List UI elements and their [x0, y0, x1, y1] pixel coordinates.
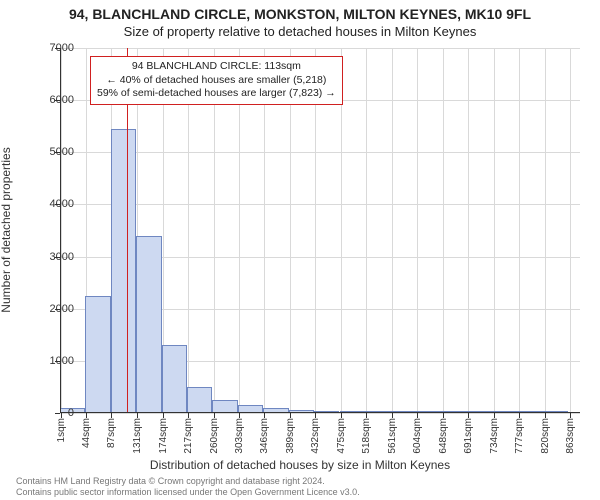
y-tick-label: 7000	[34, 42, 74, 54]
grid-line-v	[443, 48, 444, 413]
annotation-line: 59% of semi-detached houses are larger (…	[97, 87, 336, 101]
grid-line-v	[545, 48, 546, 413]
annotation-line: ← 40% of detached houses are smaller (5,…	[97, 74, 336, 88]
footer-line1: Contains HM Land Registry data © Crown c…	[16, 476, 360, 487]
histogram-chart: 94, BLANCHLAND CIRCLE, MONKSTON, MILTON …	[0, 0, 600, 500]
x-tick-label: 475sqm	[336, 418, 347, 454]
chart-title-line2: Size of property relative to detached ho…	[0, 24, 600, 39]
grid-line-v	[468, 48, 469, 413]
x-tick-label: 217sqm	[183, 418, 194, 454]
x-tick-label: 131sqm	[132, 418, 143, 454]
x-tick-label: 260sqm	[209, 418, 220, 454]
y-tick-label: 1000	[34, 355, 74, 367]
grid-line-v	[494, 48, 495, 413]
y-tick-label: 4000	[34, 198, 74, 210]
histogram-bar	[111, 129, 136, 413]
x-tick-label: 820sqm	[540, 418, 551, 454]
x-tick-label: 44sqm	[81, 418, 92, 448]
x-tick-label: 432sqm	[310, 418, 321, 454]
grid-line-v	[570, 48, 571, 413]
x-tick-label: 87sqm	[106, 418, 117, 448]
footer-attribution: Contains HM Land Registry data © Crown c…	[16, 476, 360, 498]
x-tick-label: 777sqm	[514, 418, 525, 454]
y-tick-label: 0	[34, 407, 74, 419]
grid-line-v	[519, 48, 520, 413]
x-tick-label: 389sqm	[285, 418, 296, 454]
x-tick-label: 561sqm	[387, 418, 398, 454]
x-tick-label: 734sqm	[489, 418, 500, 454]
histogram-bar	[187, 387, 212, 413]
x-tick-label: 863sqm	[565, 418, 576, 454]
x-tick-label: 1sqm	[56, 418, 67, 442]
y-tick-label: 2000	[34, 303, 74, 315]
annotation-box: 94 BLANCHLAND CIRCLE: 113sqm← 40% of det…	[90, 56, 343, 105]
x-axis-title: Distribution of detached houses by size …	[0, 458, 600, 472]
grid-line-v	[417, 48, 418, 413]
x-tick-label: 174sqm	[158, 418, 169, 454]
y-tick-label: 6000	[34, 94, 74, 106]
y-tick-label: 5000	[34, 146, 74, 158]
footer-line2: Contains public sector information licen…	[16, 487, 360, 498]
y-axis-title: Number of detached properties	[0, 65, 13, 230]
grid-line-v	[366, 48, 367, 413]
y-tick-label: 3000	[34, 251, 74, 263]
histogram-bar	[136, 236, 161, 413]
histogram-bar	[85, 296, 110, 413]
x-tick-label: 518sqm	[361, 418, 372, 454]
annotation-line: 94 BLANCHLAND CIRCLE: 113sqm	[97, 60, 336, 74]
grid-line-v	[392, 48, 393, 413]
x-tick-label: 691sqm	[463, 418, 474, 454]
histogram-bar	[162, 345, 187, 413]
x-tick-label: 604sqm	[412, 418, 423, 454]
x-tick-label: 303sqm	[234, 418, 245, 454]
x-tick-label: 346sqm	[259, 418, 270, 454]
x-tick-label: 648sqm	[438, 418, 449, 454]
chart-title-line1: 94, BLANCHLAND CIRCLE, MONKSTON, MILTON …	[0, 6, 600, 22]
